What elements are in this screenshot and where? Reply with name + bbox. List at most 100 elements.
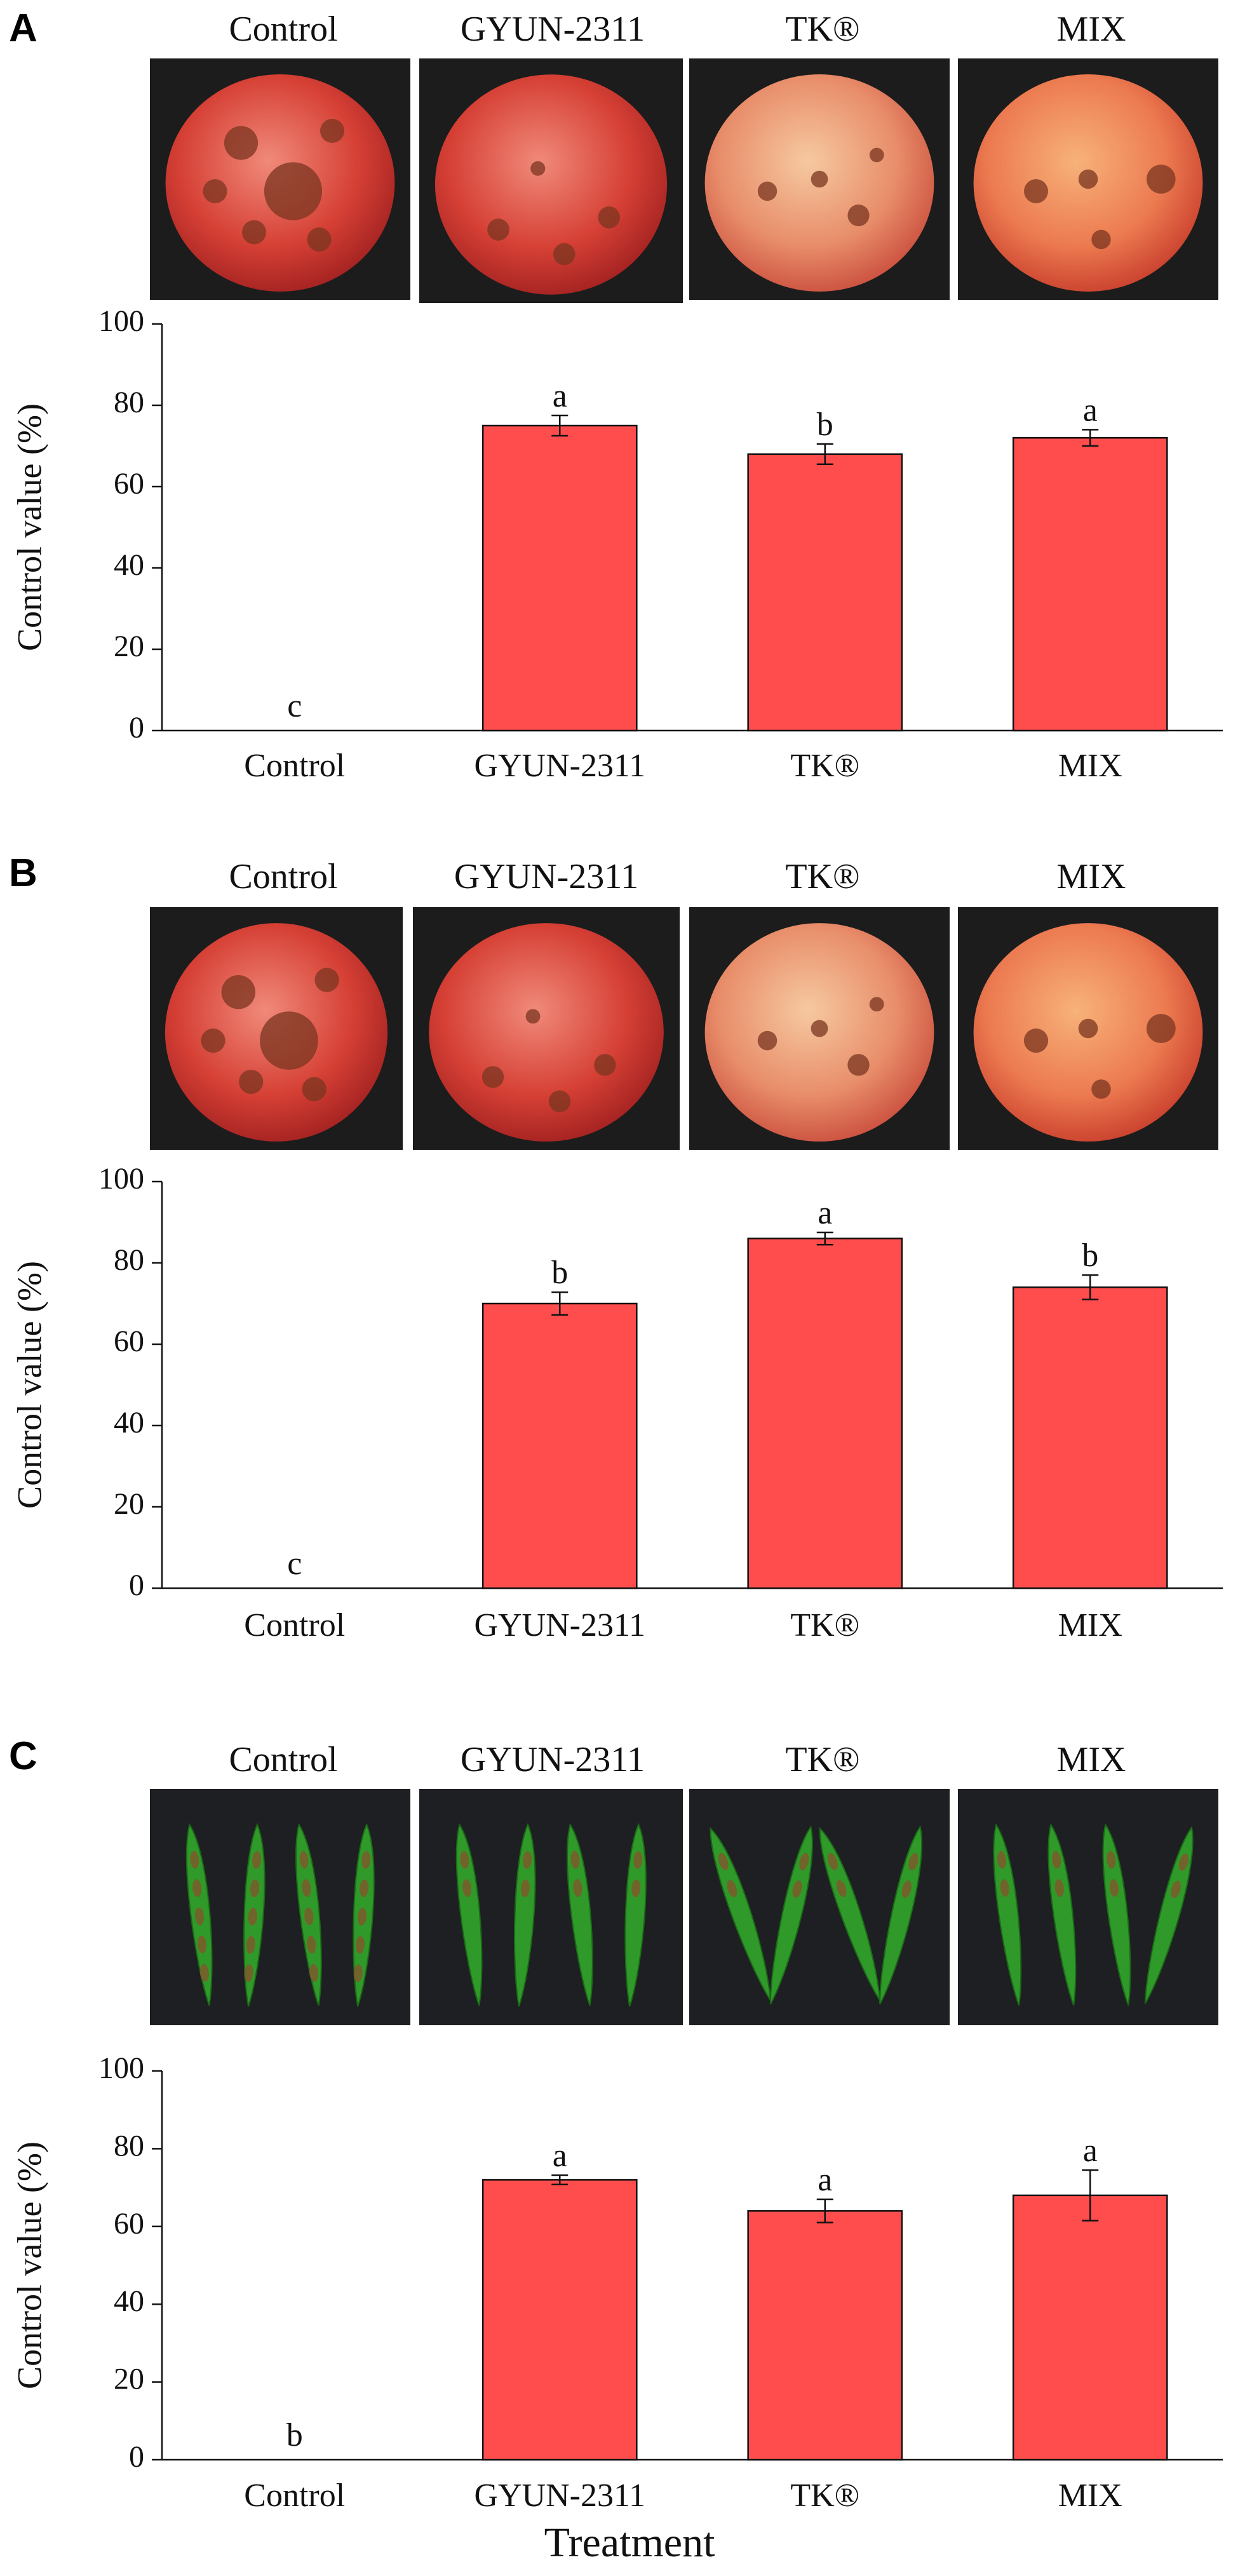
significance-letter-control: b: [286, 2417, 303, 2453]
lesion-spot: [522, 1851, 532, 1869]
x-tick-label-tk: TK®: [790, 748, 859, 784]
lesion-spot: [573, 1879, 582, 1898]
apple-illustration: [165, 923, 388, 1142]
panel-letter: C: [9, 1734, 37, 1778]
bar-tk: [747, 453, 903, 732]
pepper-fruit: [769, 1825, 813, 2005]
lesion-spot: [361, 1851, 371, 1869]
photo-label-control: Control: [229, 857, 338, 896]
apple-fruit: [434, 74, 668, 295]
y-tick-label-40: 40: [114, 2284, 144, 2318]
apple-photo-tk: [689, 58, 950, 300]
lesion-spot: [264, 162, 323, 220]
lesion-spot: [1078, 1018, 1098, 1039]
bar-gyun-2311: [481, 2179, 638, 2461]
apple-illustration: [973, 923, 1203, 1142]
bar-mix: [1012, 2194, 1168, 2461]
y-tick-label-20: 20: [114, 2363, 144, 2396]
apple-illustration: [429, 923, 664, 1142]
significance-letter-control: c: [287, 1546, 302, 1582]
bar-chart-a: Control value (%) 0 20 40 60 80 100 c Control a GY…: [0, 299, 1259, 807]
lesion-spot: [908, 1852, 919, 1871]
lesion-spot: [462, 1879, 472, 1898]
significance-letter-tk: a: [818, 1195, 832, 1231]
lesion-spot: [307, 1936, 316, 1953]
lesion-spot: [360, 1879, 369, 1898]
y-tick-label-100: 100: [98, 2051, 144, 2085]
lesion-spot: [901, 1880, 912, 1898]
lesion-spot: [203, 179, 227, 203]
photo-label-tk: TK®: [785, 1740, 860, 1779]
lesion-spot: [530, 161, 546, 176]
lesion-spot: [847, 204, 870, 227]
bar-tk: [747, 2210, 903, 2461]
lesion-spot: [1091, 1079, 1111, 1099]
lesion-spot: [320, 119, 344, 143]
lesion-spot: [792, 1880, 802, 1898]
x-axis-title: Treatment: [544, 2519, 715, 2566]
lesion-spot: [1146, 1014, 1176, 1043]
significance-letter-tk: a: [818, 2162, 832, 2198]
panel-b: B Control GYUN-2311 TK® MIX Control valu…: [0, 845, 1259, 1734]
lesion-spot: [250, 1879, 260, 1898]
lesion-spot: [239, 1069, 264, 1095]
significance-letter-control: c: [287, 688, 302, 724]
pepper-photo-gyun: [419, 1789, 683, 2025]
lesion-spot: [869, 147, 884, 163]
y-tick-label-0: 0: [129, 1568, 144, 1602]
pepper-fruit: [879, 1825, 923, 2005]
x-tick-label-mix: MIX: [1058, 2478, 1122, 2514]
lesion-spot: [221, 974, 256, 1009]
pepper-fruit: [1102, 1823, 1131, 2006]
apple-fruit: [429, 923, 664, 1142]
lesion-spot: [481, 1066, 504, 1088]
lesion-spot: [598, 206, 621, 229]
pepper-illustration: [419, 1789, 683, 2025]
lesion-spot: [355, 1936, 365, 1954]
pepper-illustration: [150, 1789, 410, 2025]
apple-illustration: [704, 923, 934, 1142]
lesion-spot: [631, 1879, 641, 1898]
lesion-spot: [353, 1964, 363, 1983]
pepper-fruit: [455, 1823, 483, 2006]
photo-label-gyun: GYUN-2311: [454, 857, 639, 896]
apple-photo-control: [150, 58, 410, 300]
bar-gyun-2311: [481, 1302, 638, 1589]
pepper-photo-tk: [689, 1789, 950, 2025]
photo-label-gyun: GYUN-2311: [460, 10, 645, 49]
lesion-spot: [727, 1880, 737, 1898]
photo-label-control: Control: [229, 1740, 338, 1779]
photo-label-gyun: GYUN-2311: [460, 1740, 645, 1779]
y-tick-label-40: 40: [114, 548, 144, 582]
x-tick-label-gyun-2311: GYUN-2311: [474, 1607, 645, 1643]
significance-letter-mix: a: [1083, 2133, 1098, 2169]
bar-mix: [1012, 1286, 1168, 1589]
pepper-fruit: [513, 1823, 536, 2007]
x-tick-label-control: Control: [244, 748, 345, 784]
apple-illustration: [973, 74, 1203, 292]
lesion-spot: [799, 1852, 809, 1871]
panel-letter: A: [9, 6, 37, 50]
lesion-spot: [811, 1020, 828, 1037]
y-tick-label-60: 60: [114, 467, 144, 501]
lesion-spot: [553, 243, 576, 266]
lesion-spot: [633, 1851, 643, 1869]
pepper-illustration: [958, 1789, 1218, 2025]
lesion-spot: [1178, 1853, 1189, 1871]
lesion-spot: [201, 1028, 226, 1053]
photo-label-mix: MIX: [1056, 857, 1126, 896]
lesion-spot: [299, 1851, 309, 1869]
pepper-fruit: [624, 1823, 647, 2007]
lesion-spot: [520, 1879, 530, 1898]
x-tick-label-mix: MIX: [1058, 748, 1122, 784]
lesion-spot: [302, 1879, 311, 1898]
apple-photo-mix: [958, 907, 1218, 1150]
panel-letter: B: [9, 851, 37, 895]
significance-letter-gyun-2311: a: [553, 378, 567, 414]
photo-label-mix: MIX: [1056, 1740, 1126, 1779]
significance-letter-tk: b: [817, 407, 833, 443]
x-tick-label-mix: MIX: [1058, 1607, 1122, 1643]
apple-photo-control: [150, 907, 403, 1150]
lesion-spot: [1000, 1879, 1009, 1898]
lesion-spot: [252, 1851, 262, 1869]
